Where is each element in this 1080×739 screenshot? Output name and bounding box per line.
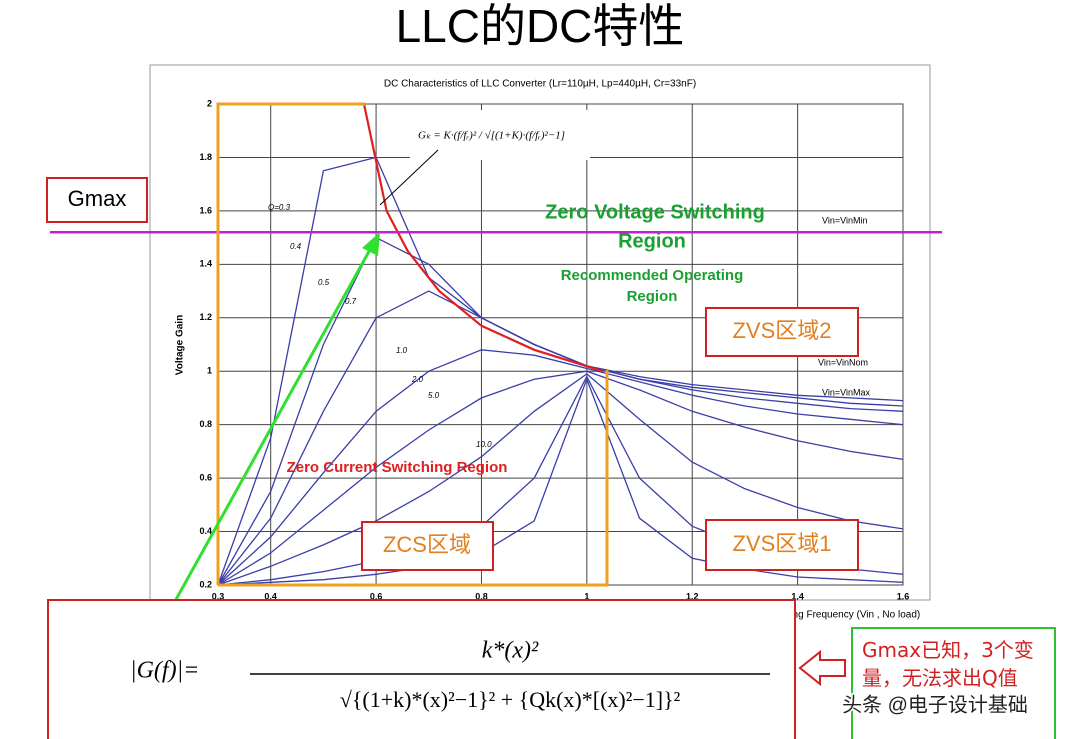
annotation: Zero Voltage Switching bbox=[545, 201, 765, 223]
y-tick-label: 1 bbox=[207, 366, 212, 376]
zcs-outline bbox=[216, 102, 365, 585]
annotation: Region bbox=[627, 288, 678, 305]
x-tick-label: 0.4 bbox=[264, 591, 277, 601]
series-label: Q=0.3 bbox=[268, 203, 291, 212]
series-line bbox=[217, 373, 904, 586]
arrow-left bbox=[798, 649, 846, 687]
series-line bbox=[217, 370, 904, 586]
note: Gmax已知，3个变量，无法求出Q值 bbox=[862, 638, 1034, 690]
y-tick-label: 0.6 bbox=[199, 472, 212, 482]
watermark: 头条 @电子设计基础 bbox=[842, 693, 1028, 716]
y-tick-label: 0.8 bbox=[199, 419, 212, 429]
series-label: 2.0 bbox=[411, 375, 424, 384]
region-label: ZVS区域2 bbox=[732, 318, 831, 343]
y-tick-label: 0.4 bbox=[199, 526, 212, 536]
formula-numerator: k*(x)² bbox=[482, 638, 539, 664]
annotation: Region bbox=[618, 230, 686, 252]
annotation: Zero Current Switching Region bbox=[287, 459, 508, 476]
annotation: Vin=VinMin bbox=[822, 215, 867, 225]
gmax-label: Gmax bbox=[68, 186, 127, 211]
gmax-box bbox=[46, 177, 148, 223]
y-tick-label: 1.2 bbox=[199, 312, 212, 322]
formula-denominator: √{(1+k)*(x)²−1}² + {Qk(x)*[(x)²−1]}² bbox=[340, 687, 681, 712]
formula-bg bbox=[410, 110, 590, 160]
formula-box bbox=[47, 599, 796, 739]
y-tick-label: 1.6 bbox=[199, 205, 212, 215]
region-box bbox=[361, 521, 494, 571]
region-label: ZVS区域1 bbox=[732, 531, 831, 556]
series-label: 0.5 bbox=[318, 278, 330, 287]
x-tick-label: 1 bbox=[584, 591, 589, 601]
formula-lhs: |G(f)|= bbox=[130, 658, 199, 684]
note-container: Gmax已知，3个变量，无法求出Q值 bbox=[862, 638, 1034, 690]
arrow-head bbox=[362, 232, 380, 256]
slide-title: LLC的DC特性 bbox=[396, 0, 685, 52]
y-tick-label: 1.4 bbox=[199, 259, 212, 269]
x-tick-label: 0.8 bbox=[475, 591, 488, 601]
series-label: 0.7 bbox=[345, 297, 357, 306]
y-tick-label: 0.2 bbox=[199, 579, 212, 589]
chart-title: DC Characteristics of LLC Converter (Lr=… bbox=[384, 79, 696, 90]
x-tick-label: 1.2 bbox=[686, 591, 699, 601]
annotation: Vin=VinMax bbox=[822, 387, 870, 397]
note-box bbox=[851, 627, 1056, 739]
region-box bbox=[705, 307, 859, 357]
x-tick-label: 1.6 bbox=[897, 591, 910, 601]
region-box bbox=[705, 519, 859, 571]
annotation: Vin=VinNom bbox=[818, 357, 868, 367]
annotation: Gₖ = K·(f/fᵣ)² / √[(1+K)·(f/fᵣ)²−1] bbox=[418, 130, 565, 142]
x-axis-label: Operating Frequency (Vin , No load) bbox=[760, 610, 920, 621]
zcs-outline bbox=[218, 370, 609, 587]
arrow bbox=[156, 245, 374, 633]
annotation: Recommended Operating bbox=[561, 267, 744, 284]
y-tick-label: 2 bbox=[207, 98, 212, 108]
series-line bbox=[217, 377, 904, 586]
series-label: 10.0 bbox=[476, 440, 492, 449]
peak-curve bbox=[362, 103, 604, 373]
x-tick-label: 0.3 bbox=[212, 591, 225, 601]
x-tick-label: 1.4 bbox=[791, 591, 804, 601]
region-label: ZCS区域 bbox=[383, 532, 471, 557]
y-axis-label: Voltage Gain bbox=[175, 315, 186, 375]
pointer bbox=[379, 149, 439, 206]
series-label: 5.0 bbox=[428, 391, 440, 400]
y-tick-label: 1.8 bbox=[199, 152, 212, 162]
series-label: 1.0 bbox=[396, 346, 408, 355]
series-label: 0.4 bbox=[290, 242, 302, 251]
x-tick-label: 0.6 bbox=[370, 591, 383, 601]
series-line bbox=[217, 349, 904, 586]
series-line bbox=[217, 290, 904, 586]
